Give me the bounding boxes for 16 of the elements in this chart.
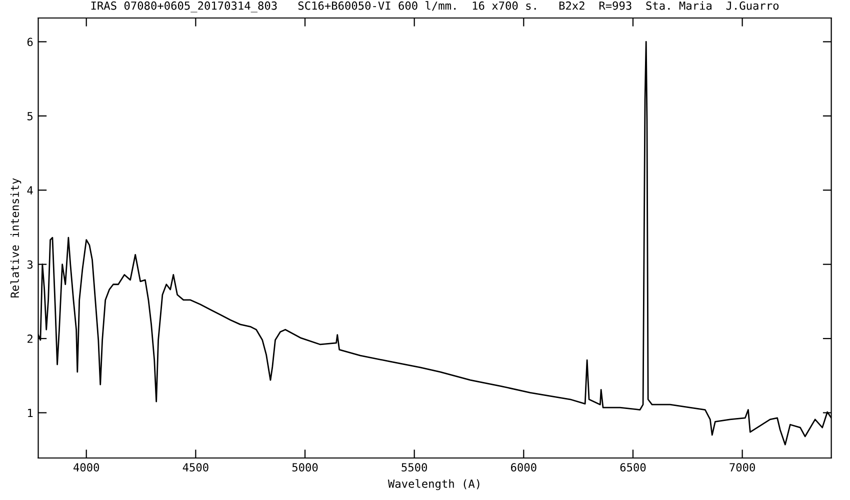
x-tick-label: 5000 xyxy=(292,463,318,472)
x-tick-label: 4000 xyxy=(74,463,100,472)
x-tick-label: 4500 xyxy=(182,463,208,472)
x-tick-label: 6000 xyxy=(511,463,536,472)
x-tick-label: 5500 xyxy=(402,463,427,472)
y-tick-label: 1 xyxy=(28,408,33,417)
y-axis-title: Relative intensity xyxy=(10,178,22,298)
y-tick-label: 3 xyxy=(27,260,33,269)
y-tick-label: 6 xyxy=(27,38,33,46)
y-tick-label: 2 xyxy=(28,334,32,343)
y-tick-label: 5 xyxy=(27,112,32,120)
x-tick-label: 6500 xyxy=(620,463,646,472)
x-axis-title: Wavelength (A) xyxy=(388,479,480,490)
y-tick-label: 4 xyxy=(27,186,33,194)
chart-title: IRAS 07080+0605_20170314_803 SC16+B60050-VI 600 l/mm. 16 x700 s. B2x2 R=993 Sta. Maria J.Guarro xyxy=(91,1,779,12)
x-tick-label: 7000 xyxy=(730,463,755,472)
